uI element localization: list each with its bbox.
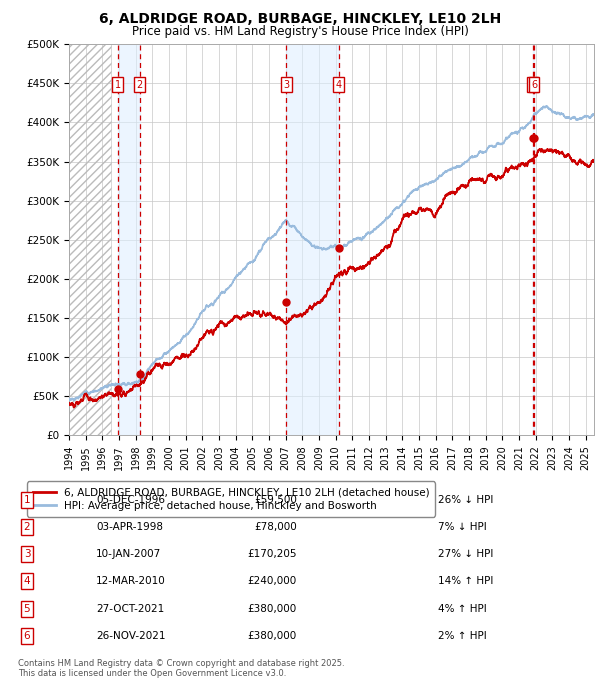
Text: 3: 3 xyxy=(283,80,289,90)
Bar xyxy=(533,44,535,435)
Text: 5: 5 xyxy=(23,604,31,613)
Text: 03-APR-1998: 03-APR-1998 xyxy=(96,522,163,532)
Text: £240,000: £240,000 xyxy=(248,577,297,586)
Text: 4: 4 xyxy=(336,80,342,90)
Text: 26-NOV-2021: 26-NOV-2021 xyxy=(96,631,166,641)
Text: 4% ↑ HPI: 4% ↑ HPI xyxy=(438,604,487,613)
Text: Price paid vs. HM Land Registry's House Price Index (HPI): Price paid vs. HM Land Registry's House … xyxy=(131,25,469,38)
Bar xyxy=(286,44,339,435)
Text: 14% ↑ HPI: 14% ↑ HPI xyxy=(438,577,493,586)
Text: £380,000: £380,000 xyxy=(248,631,297,641)
Text: 2% ↑ HPI: 2% ↑ HPI xyxy=(438,631,487,641)
Text: 1: 1 xyxy=(23,495,31,505)
Text: 26% ↓ HPI: 26% ↓ HPI xyxy=(438,495,493,505)
Text: Contains HM Land Registry data © Crown copyright and database right 2025.
This d: Contains HM Land Registry data © Crown c… xyxy=(18,658,344,678)
Text: 6: 6 xyxy=(531,80,537,90)
Text: 1: 1 xyxy=(115,80,121,90)
Text: £78,000: £78,000 xyxy=(254,522,297,532)
Text: 7% ↓ HPI: 7% ↓ HPI xyxy=(438,522,487,532)
Text: 6, ALDRIDGE ROAD, BURBAGE, HINCKLEY, LE10 2LH: 6, ALDRIDGE ROAD, BURBAGE, HINCKLEY, LE1… xyxy=(99,12,501,27)
Text: £170,205: £170,205 xyxy=(248,549,297,559)
Bar xyxy=(118,44,140,435)
Text: 2: 2 xyxy=(137,80,143,90)
Text: 27-OCT-2021: 27-OCT-2021 xyxy=(96,604,164,613)
Text: 4: 4 xyxy=(23,577,31,586)
Text: 27% ↓ HPI: 27% ↓ HPI xyxy=(438,549,493,559)
Text: 12-MAR-2010: 12-MAR-2010 xyxy=(96,577,166,586)
Text: £59,500: £59,500 xyxy=(254,495,297,505)
Text: 5: 5 xyxy=(530,80,536,90)
Text: 2: 2 xyxy=(23,522,31,532)
Text: 3: 3 xyxy=(23,549,31,559)
Text: 05-DEC-1996: 05-DEC-1996 xyxy=(96,495,165,505)
Text: 6: 6 xyxy=(23,631,31,641)
Text: £380,000: £380,000 xyxy=(248,604,297,613)
Legend: 6, ALDRIDGE ROAD, BURBAGE, HINCKLEY, LE10 2LH (detached house), HPI: Average pri: 6, ALDRIDGE ROAD, BURBAGE, HINCKLEY, LE1… xyxy=(27,481,435,517)
Text: 10-JAN-2007: 10-JAN-2007 xyxy=(96,549,161,559)
